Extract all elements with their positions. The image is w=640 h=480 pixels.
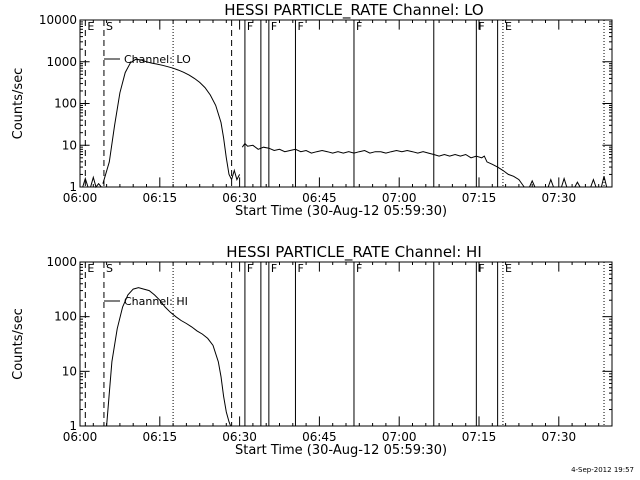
- event-flag-label: F: [478, 262, 484, 275]
- y-tick-label: 1000: [46, 255, 77, 269]
- x-axis-label: Start Time (30-Aug-12 05:59:30): [235, 204, 447, 219]
- x-tick-label: 06:45: [302, 430, 337, 444]
- event-flag-label: E: [87, 262, 94, 275]
- event-flag-label: E: [505, 20, 512, 33]
- event-flag-label: F: [356, 20, 362, 33]
- x-axis-label: Start Time (30-Aug-12 05:59:30): [235, 443, 447, 458]
- y-tick-label: 100: [54, 97, 77, 111]
- chart-panel-1: HESSI PARTICLE_RATE Channel: LOE S F F F F F E0…: [11, 1, 613, 219]
- event-flag-label: S: [106, 20, 113, 33]
- x-tick-label: 07:15: [462, 191, 497, 205]
- series-line-segment-2: [102, 58, 241, 184]
- y-tick-label: 100: [54, 310, 77, 324]
- x-tick-label: 07:00: [382, 191, 417, 205]
- x-tick-label: 07:30: [542, 430, 577, 444]
- x-tick-label: 07:00: [382, 430, 417, 444]
- x-tick-label: 06:00: [63, 191, 98, 205]
- series-line-segment-1: [82, 175, 102, 189]
- x-tick-label: 06:30: [222, 430, 257, 444]
- event-flag-label: F: [478, 20, 484, 33]
- x-tick-label: 06:00: [63, 430, 98, 444]
- y-tick-label: 10: [62, 364, 77, 378]
- event-flag-label: F: [271, 20, 277, 33]
- x-tick-label: 07:15: [462, 430, 497, 444]
- legend-label: Channel: LO: [124, 53, 191, 66]
- x-tick-label: 07:30: [542, 191, 577, 205]
- series-line-segment-4: [529, 176, 608, 188]
- x-tick-label: 06:15: [143, 430, 178, 444]
- event-flag-label: F: [247, 262, 253, 275]
- y-tick-label: 10: [62, 138, 77, 152]
- chart-title: HESSI PARTICLE_RATE Channel: HI: [226, 243, 482, 262]
- event-flag-label: S: [106, 262, 113, 275]
- event-flag-label: F: [247, 20, 253, 33]
- legend-label: Channel: HI: [124, 295, 188, 308]
- chart-panel-2: HESSI PARTICLE_RATE Channel: HIE S F F F F F E0…: [11, 243, 613, 458]
- x-tick-label: 06:45: [302, 191, 337, 205]
- y-tick-label: 1: [69, 419, 77, 433]
- event-flag-label: F: [297, 262, 303, 275]
- event-flag-label: E: [87, 20, 94, 33]
- series-line-segment-3: [241, 142, 525, 188]
- chart-title: HESSI PARTICLE_RATE Channel: LO: [224, 1, 483, 20]
- event-flag-label: F: [297, 20, 303, 33]
- y-tick-label: 1: [69, 180, 77, 194]
- event-flag-label: F: [356, 262, 362, 275]
- y-tick-label: 1000: [46, 55, 77, 69]
- y-axis-label: Counts/sec: [11, 308, 26, 380]
- plot-frame: [79, 19, 613, 188]
- date-stamp: 4-Sep-2012 19:57: [571, 466, 634, 474]
- x-tick-label: 06:15: [143, 191, 178, 205]
- plot-frame: [79, 261, 613, 427]
- x-tick-label: 06:30: [222, 191, 257, 205]
- event-flag-label: E: [505, 262, 512, 275]
- event-flag-label: F: [271, 262, 277, 275]
- y-tick-label: 10000: [39, 13, 77, 27]
- series-line-segment-1: [106, 287, 232, 427]
- y-axis-label: Counts/sec: [11, 68, 26, 140]
